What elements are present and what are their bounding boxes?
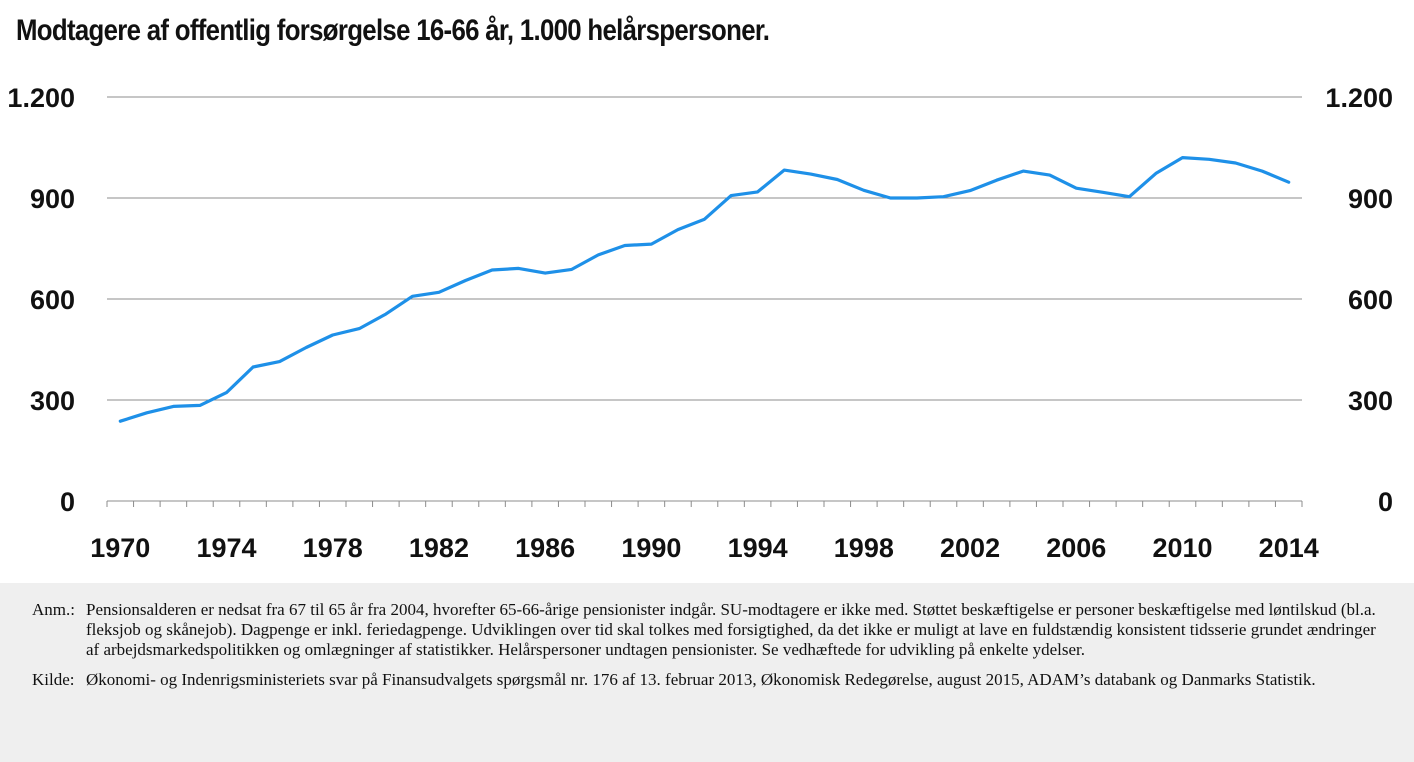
x-tick-label: 2006 [1046, 533, 1106, 563]
notes-panel: Anm.: Pensionsalderen er nedsat fra 67 t… [0, 583, 1414, 762]
note-kilde: Kilde: Økonomi- og Indenrigsministeriets… [32, 670, 1384, 690]
x-tick-label: 1970 [90, 533, 150, 563]
x-tick-label: 1994 [728, 533, 788, 563]
note-text: Økonomi- og Indenrigsministeriets svar p… [86, 670, 1316, 689]
x-tick-label: 1998 [834, 533, 894, 563]
x-tick-label: 1986 [515, 533, 575, 563]
x-tick-label: 2002 [940, 533, 1000, 563]
series-line [118, 156, 1291, 423]
y-axis-left: 0 300 600 900 1.200 [7, 83, 75, 517]
note-label: Kilde: [32, 670, 75, 689]
y-tick-label-left: 600 [30, 285, 75, 315]
x-tick-label: 2014 [1259, 533, 1319, 563]
note-anm: Anm.: Pensionsalderen er nedsat fra 67 t… [32, 600, 1384, 660]
x-tick-label: 2010 [1152, 533, 1212, 563]
y-tick-label-right: 600 [1348, 285, 1393, 315]
x-tick-label: 1990 [621, 533, 681, 563]
x-tick-label: 1978 [303, 533, 363, 563]
y-axis-right: 0 300 600 900 1.200 [1325, 83, 1393, 517]
note-text: Pensionsalderen er nedsat fra 67 til 65 … [86, 600, 1376, 659]
x-axis-labels: 1970 1974 1978 1982 1986 1990 1994 1998 2002 2006… [90, 533, 1319, 563]
x-axis [106, 500, 1303, 507]
note-label: Anm.: [32, 600, 75, 619]
y-tick-label-right: 900 [1348, 184, 1393, 214]
y-tick-label-left: 300 [30, 386, 75, 416]
y-tick-label-left: 1.200 [7, 83, 75, 113]
y-tick-label-left: 0 [60, 487, 75, 517]
gridlines [107, 96, 1302, 401]
series-layer [118, 156, 1291, 423]
x-tick-label: 1974 [196, 533, 256, 563]
line-chart: 0 300 600 900 1.200 0 300 600 900 1.200 1970 1974… [7, 83, 1393, 563]
y-tick-label-right: 0 [1378, 487, 1393, 517]
y-tick-label-left: 900 [30, 184, 75, 214]
chart-title: Modtagere af offentlig forsørgelse 16-66… [16, 14, 770, 47]
y-tick-label-right: 300 [1348, 386, 1393, 416]
x-tick-label: 1982 [409, 533, 469, 563]
y-tick-label-right: 1.200 [1325, 83, 1393, 113]
